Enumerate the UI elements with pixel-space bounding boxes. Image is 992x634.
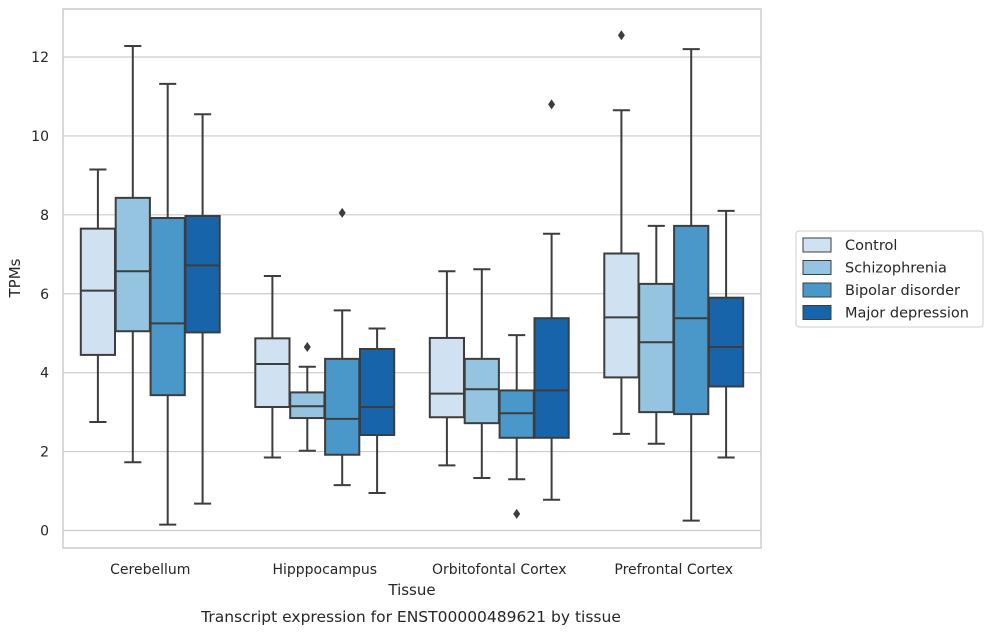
box	[673, 224, 710, 416]
outlier-point	[338, 207, 346, 218]
legend-label: Control	[845, 238, 897, 254]
box	[707, 296, 745, 388]
y-tick-label: 12	[31, 50, 49, 66]
y-axis-label: TPMs	[6, 258, 24, 298]
box	[463, 357, 500, 425]
box	[358, 347, 396, 437]
outlier-point	[513, 508, 521, 519]
y-tick-label: 6	[40, 287, 49, 303]
x-tick-label: Hipppocampus	[272, 562, 377, 578]
box	[603, 252, 640, 379]
box-group	[289, 342, 326, 452]
box	[324, 357, 361, 456]
box	[114, 196, 151, 333]
box-group	[673, 48, 710, 522]
box	[184, 215, 221, 334]
legend-swatch	[802, 282, 832, 298]
box-group	[463, 268, 500, 480]
box-group	[603, 30, 640, 435]
x-axis-ticks: Cerebellum Hipppocampus Orbitofontal Corte…	[110, 562, 733, 578]
box-group	[428, 270, 466, 467]
legend-label: Bipolar disorder	[845, 283, 960, 299]
legend-swatch	[802, 237, 832, 253]
box-group	[638, 224, 675, 445]
box	[149, 216, 186, 397]
box-group	[114, 44, 151, 464]
box	[79, 227, 117, 356]
box	[254, 337, 291, 408]
box	[638, 282, 675, 414]
figure-caption: Transcript expression for ENST0000048962…	[200, 608, 621, 626]
box-group	[184, 113, 221, 505]
plot-area-frame	[62, 8, 762, 549]
y-tick-label: 4	[40, 366, 49, 382]
legend-label: Schizophrenia	[845, 261, 947, 277]
y-tick-label: 10	[31, 129, 49, 145]
legend-frame	[795, 230, 984, 328]
x-tick-label: Cerebellum	[110, 562, 190, 578]
box-group	[79, 168, 117, 423]
x-tick-label: Orbitofontal Cortex	[432, 562, 567, 578]
box-group	[149, 82, 186, 526]
legend: Control Schizophrenia Bipolar disorder Majo…	[795, 230, 984, 328]
box-group	[254, 274, 291, 459]
outlier-point	[617, 30, 625, 41]
box-group	[707, 209, 745, 459]
box	[533, 317, 570, 439]
y-tick-label: 0	[40, 524, 49, 540]
box-group	[498, 334, 535, 519]
box	[428, 336, 466, 419]
box-group	[324, 207, 361, 487]
y-tick-label: 8	[40, 208, 49, 224]
legend-swatch	[802, 260, 832, 275]
x-tick-label: Prefrontal Cortex	[614, 562, 733, 578]
legend-label: Major depression	[845, 306, 969, 322]
y-tick-label: 2	[40, 445, 49, 461]
boxes	[79, 30, 745, 526]
x-axis-label: Tissue	[387, 581, 435, 599]
outlier-point	[548, 99, 556, 110]
y-axis-ticks: 0 2 4 6 8 10 12	[31, 50, 49, 540]
legend-swatch	[802, 305, 832, 320]
box-group	[358, 327, 396, 495]
box-group	[533, 99, 570, 501]
outlier-point	[303, 342, 311, 353]
